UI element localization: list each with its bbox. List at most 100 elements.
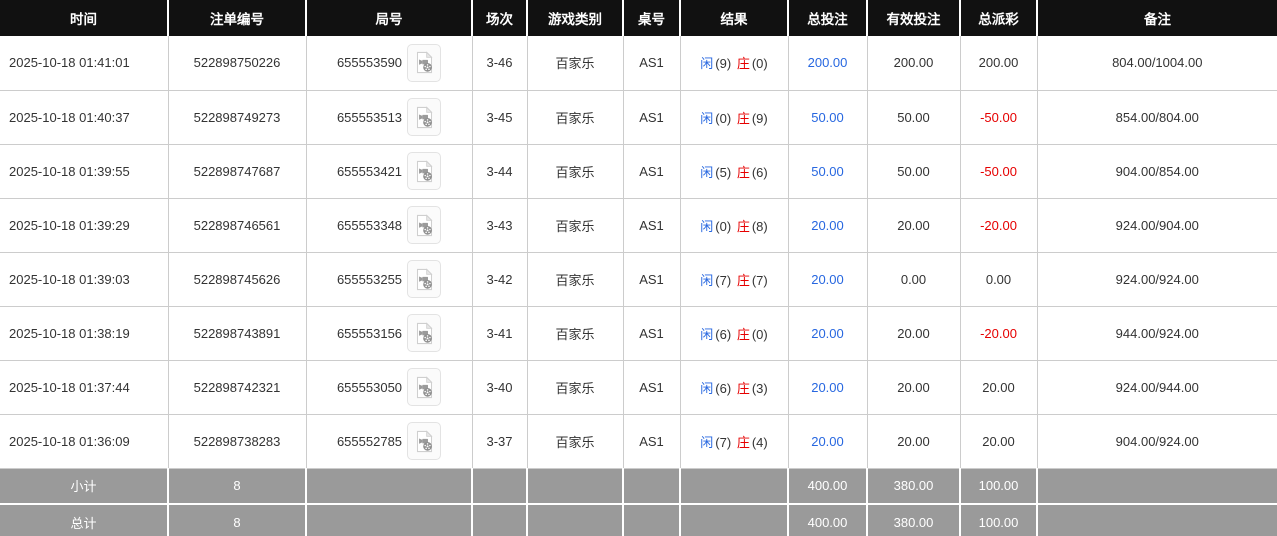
banker-score: (9) (751, 110, 768, 126)
table-row: 2025-10-18 01:39:29 522898746561 6555533… (0, 198, 1277, 253)
cell-valid-bet: 200.00 (867, 36, 961, 91)
video-replay-button[interactable] (407, 152, 442, 190)
cell-valid-bet: 50.00 (867, 144, 961, 199)
banker-score: (7) (751, 272, 768, 288)
cell-round-no: 655553590 (306, 36, 473, 91)
player-score: (6) (715, 380, 732, 396)
cell-result: 闲 (7) 庄 (7) (680, 252, 789, 307)
cell-time: 2025-10-18 01:37:44 (0, 360, 169, 415)
cell-table-no: AS1 (623, 252, 681, 307)
table-row: 2025-10-18 01:36:09 522898738283 6555527… (0, 414, 1277, 469)
player-result-label: 闲 (700, 434, 714, 450)
cell-valid-bet: 20.00 (867, 414, 961, 469)
grand-total-empty (1037, 503, 1277, 536)
subtotal-total-bet: 400.00 (788, 468, 868, 504)
cell-total-payout: 200.00 (960, 36, 1038, 91)
video-replay-button[interactable] (407, 98, 442, 136)
cell-order-no: 522898743891 (168, 306, 307, 361)
col-header-round-no: 局号 (306, 0, 473, 36)
cell-round-no: 655553050 (306, 360, 473, 415)
table-row: 2025-10-18 01:40:37 522898749273 6555535… (0, 90, 1277, 145)
cell-total-bet: 20.00 (788, 252, 868, 307)
col-header-total-payout: 总派彩 (960, 0, 1038, 36)
cell-remark: 924.00/904.00 (1037, 198, 1277, 253)
banker-result-label: 庄 (736, 218, 750, 234)
cell-total-payout: -50.00 (960, 90, 1038, 145)
round-number: 655552785 (336, 433, 403, 449)
cell-result: 闲 (0) 庄 (9) (680, 90, 789, 145)
video-replay-button[interactable] (407, 422, 442, 460)
banker-result-label: 庄 (736, 434, 750, 450)
grand-total-empty (527, 503, 624, 536)
cell-order-no: 522898746561 (168, 198, 307, 253)
cell-total-bet: 200.00 (788, 36, 868, 91)
table-row: 2025-10-18 01:39:03 522898745626 6555532… (0, 252, 1277, 307)
banker-result-label: 庄 (736, 110, 750, 126)
cell-total-payout: 20.00 (960, 414, 1038, 469)
subtotal-empty (527, 468, 624, 504)
cell-table-no: AS1 (623, 144, 681, 199)
round-number: 655553255 (336, 271, 403, 287)
cell-order-no: 522898747687 (168, 144, 307, 199)
video-replay-button[interactable] (407, 368, 442, 406)
banker-result-label: 庄 (736, 380, 750, 396)
cell-round-no: 655553421 (306, 144, 473, 199)
cell-game-type: 百家乐 (527, 414, 624, 469)
col-header-table-no: 桌号 (623, 0, 681, 36)
subtotal-label: 小计 (0, 468, 169, 504)
subtotal-empty (680, 468, 789, 504)
cell-round-no: 655553255 (306, 252, 473, 307)
cell-remark: 854.00/804.00 (1037, 90, 1277, 145)
cell-round-no: 655553348 (306, 198, 473, 253)
subtotal-count: 8 (168, 468, 307, 504)
grand-total-total-bet: 400.00 (788, 503, 868, 536)
player-score: (7) (715, 272, 732, 288)
video-replay-button[interactable] (407, 43, 442, 82)
cell-remark: 944.00/924.00 (1037, 306, 1277, 361)
cell-valid-bet: 0.00 (867, 252, 961, 307)
cell-game-type: 百家乐 (527, 198, 624, 253)
col-header-game-type: 游戏类别 (527, 0, 624, 36)
banker-result-label: 庄 (736, 56, 750, 72)
cell-remark: 804.00/1004.00 (1037, 36, 1277, 91)
cell-session: 3-43 (472, 198, 528, 253)
cell-valid-bet: 20.00 (867, 360, 961, 415)
round-number: 655553590 (336, 55, 403, 71)
cell-table-no: AS1 (623, 360, 681, 415)
cell-result: 闲 (9) 庄 (0) (680, 36, 789, 91)
round-number: 655553050 (336, 379, 403, 395)
banker-score: (6) (751, 164, 768, 180)
video-file-icon (416, 321, 433, 344)
cell-time: 2025-10-18 01:36:09 (0, 414, 169, 469)
col-header-order-no: 注单编号 (168, 0, 307, 36)
cell-time: 2025-10-18 01:41:01 (0, 36, 169, 91)
grand-total-valid-bet: 380.00 (867, 503, 961, 536)
cell-total-payout: 0.00 (960, 252, 1038, 307)
cell-session: 3-45 (472, 90, 528, 145)
video-file-icon (416, 213, 433, 236)
grand-total-row: 总计 8 400.00 380.00 100.00 (0, 503, 1277, 536)
video-file-icon (416, 51, 433, 74)
banker-result-label: 庄 (736, 326, 750, 342)
player-score: (5) (715, 164, 732, 180)
col-header-total-bet: 总投注 (788, 0, 868, 36)
video-file-icon (416, 105, 433, 128)
video-replay-button[interactable] (407, 206, 442, 244)
cell-valid-bet: 20.00 (867, 198, 961, 253)
cell-result: 闲 (5) 庄 (6) (680, 144, 789, 199)
cell-game-type: 百家乐 (527, 144, 624, 199)
subtotal-valid-bet: 380.00 (867, 468, 961, 504)
player-result-label: 闲 (700, 218, 714, 234)
cell-total-bet: 20.00 (788, 360, 868, 415)
cell-round-no: 655552785 (306, 414, 473, 469)
table-row: 2025-10-18 01:38:19 522898743891 6555531… (0, 306, 1277, 361)
cell-total-payout: -20.00 (960, 306, 1038, 361)
player-result-label: 闲 (700, 110, 714, 126)
video-replay-button[interactable] (407, 314, 442, 352)
video-replay-button[interactable] (407, 260, 442, 298)
col-header-remark: 备注 (1037, 0, 1277, 36)
grand-total-total-payout: 100.00 (960, 503, 1038, 536)
cell-total-payout: -20.00 (960, 198, 1038, 253)
cell-time: 2025-10-18 01:39:03 (0, 252, 169, 307)
